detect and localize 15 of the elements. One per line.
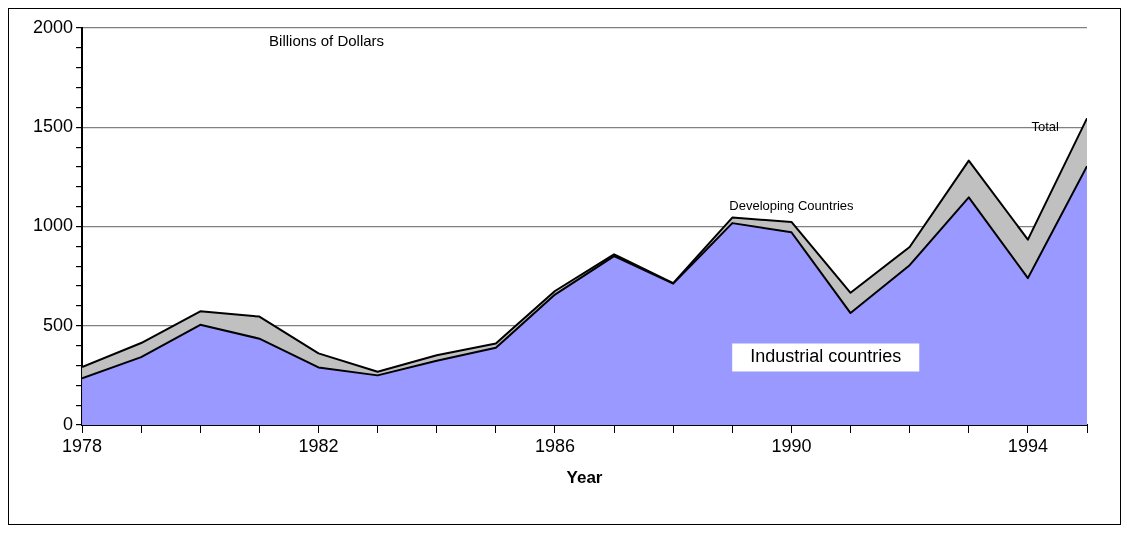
x-tick-label: 1994 bbox=[1007, 435, 1048, 456]
series-label: Industrial countries bbox=[750, 346, 902, 367]
y-tick-label: 1000 bbox=[33, 215, 74, 236]
y-axis-title: Billions of Dollars bbox=[269, 32, 385, 50]
x-tick-label: 1982 bbox=[298, 435, 339, 456]
series-label: Developing Countries bbox=[729, 197, 855, 213]
y-tick-label: 1500 bbox=[33, 116, 74, 137]
x-tick-label: 1990 bbox=[771, 435, 812, 456]
y-tick-label: 0 bbox=[63, 413, 74, 434]
annotation: Total bbox=[1031, 118, 1060, 134]
x-tick-label: 1986 bbox=[534, 435, 575, 456]
x-tick-label: 1978 bbox=[62, 435, 103, 456]
y-tick-label: 500 bbox=[43, 314, 74, 335]
y-tick-label: 2000 bbox=[33, 16, 74, 37]
x-axis-title: Year bbox=[566, 468, 603, 488]
